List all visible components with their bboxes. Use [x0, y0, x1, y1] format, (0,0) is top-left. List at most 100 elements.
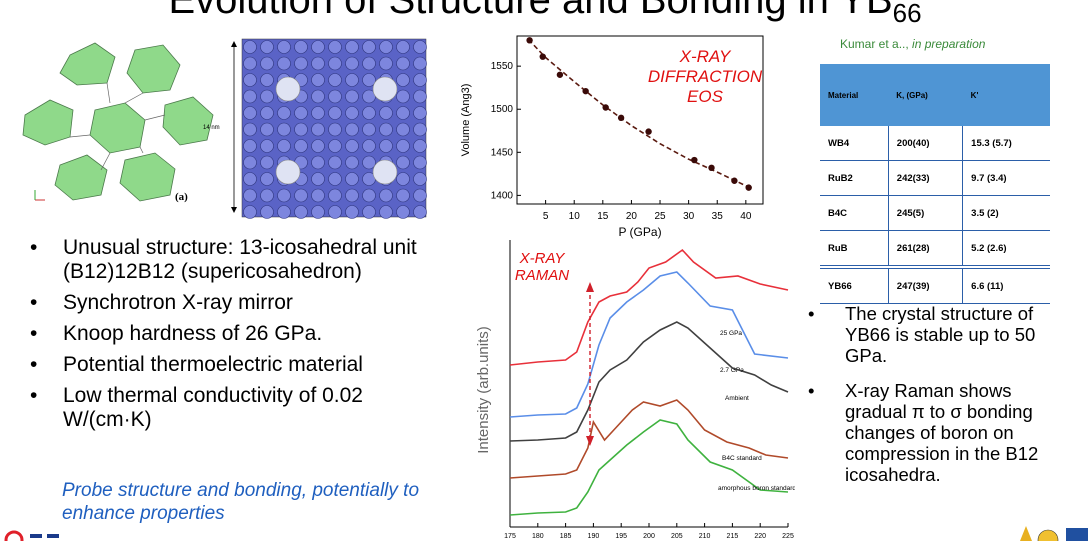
bullet-text: Low thermal conductivity of 0.02 W/(cm·K…: [63, 384, 363, 431]
lattice-cluster: [379, 56, 393, 71]
lattice-cluster: [328, 205, 342, 219]
data-point: [731, 177, 738, 184]
bullet-hardness: • Knoop hardness of 26 GPa.: [30, 322, 450, 346]
table-row: YB66 247(39) 6.6 (11): [820, 267, 1050, 304]
lattice-cluster: [362, 106, 376, 120]
icosahedron-7: [119, 152, 176, 202]
bullet-marker: •: [30, 291, 38, 314]
lattice-cluster: [311, 106, 325, 120]
lattice-cluster: [396, 205, 410, 219]
y-tick-label: 1500: [491, 104, 514, 115]
x-tick-label: 205: [671, 533, 683, 540]
lattice-cluster: [277, 122, 291, 137]
series-label: amorphous boron standard: [718, 485, 795, 492]
lattice-cluster: [413, 188, 427, 203]
lattice-cluster: [413, 40, 427, 54]
lattice-cluster: [396, 106, 410, 120]
lattice-cluster: [362, 205, 376, 219]
lattice-cluster: [277, 106, 291, 120]
lattice-cluster: [328, 172, 342, 186]
lattice-cluster: [396, 73, 410, 87]
lattice-cluster: [396, 172, 410, 186]
series-line: [509, 248, 789, 366]
icosahedron-4: [89, 102, 146, 154]
lattice-cluster: [396, 56, 410, 71]
lattice-cluster: [311, 155, 325, 170]
x-tick-label: 210: [699, 533, 711, 540]
icosahedron-6: [54, 154, 108, 201]
lattice-cluster: [311, 172, 325, 186]
institution-logo: [4, 530, 59, 541]
lattice-cluster: [413, 89, 427, 104]
lattice-cluster: [311, 188, 325, 203]
series-label: B4C standard: [722, 455, 762, 462]
lattice-cluster: [345, 73, 359, 87]
lattice-cluster: [260, 122, 274, 137]
lattice-cluster: [294, 106, 308, 120]
data-point: [582, 87, 589, 95]
lattice-cluster: [362, 40, 376, 54]
lattice-void: [275, 76, 301, 102]
data-point: [617, 114, 625, 122]
cell-k: 247(39): [888, 267, 964, 304]
edge-arrow-head-down: [586, 436, 594, 446]
icosahedron-3: [22, 99, 74, 146]
series-line: [509, 271, 789, 418]
lattice-cluster: [243, 89, 257, 104]
x-tick-label: 215: [727, 533, 739, 540]
lattice-cluster: [243, 73, 257, 87]
bullet-conductivity: • Low thermal conductivity of 0.02 W/(cm·…: [30, 384, 450, 432]
lattice-cluster: [243, 106, 257, 120]
x-tick-label: 5: [543, 211, 549, 222]
cell-material: B4C: [820, 195, 889, 231]
lattice-cluster: [379, 139, 393, 153]
lattice-cluster: [243, 155, 257, 170]
cell-material: WB4: [820, 126, 889, 161]
axes-icon: [34, 190, 45, 201]
bullet-text: Synchrotron X-ray mirror: [63, 291, 293, 314]
x-tick-label: 10: [569, 211, 581, 222]
lattice-cluster: [345, 122, 359, 137]
lattice-cluster: [294, 56, 308, 71]
lattice-cluster: [260, 205, 274, 219]
x-tick-label: 35: [712, 211, 724, 222]
cell-kprime: 6.6 (11): [962, 267, 1050, 304]
probe-statement: Probe structure and bonding, potentially…: [62, 480, 420, 524]
lattice-cluster: [260, 155, 274, 170]
header-k: K, (GPa): [888, 64, 963, 126]
lattice-cluster: [413, 122, 427, 137]
x-tick-label: 200: [643, 533, 655, 540]
lattice-void: [372, 76, 398, 102]
bullet-raman: • X-ray Raman shows gradual π to σ bondin…: [808, 380, 1068, 485]
bullet-thermoelectric: • Potential thermoelectric material: [30, 353, 450, 377]
lattice-cluster: [243, 56, 257, 71]
x-tick-label: 175: [504, 533, 516, 540]
y-tick-label: 1550: [491, 61, 514, 72]
lattice-cluster: [396, 155, 410, 170]
cell-material: RuB: [820, 230, 889, 269]
cell-kprime: 5.2 (2.6): [962, 230, 1050, 269]
lattice-cluster: [379, 188, 393, 203]
lattice-cluster: [396, 139, 410, 153]
credit-author: Kumar et a..,: [840, 37, 913, 51]
cell-material: RuB2: [820, 160, 889, 196]
lattice-cluster: [379, 40, 393, 54]
lattice-cluster: [311, 56, 325, 71]
x-tick-label: 190: [588, 533, 600, 540]
lattice-cluster: [345, 106, 359, 120]
x-tick-label: 15: [597, 211, 609, 222]
cell-kprime: 9.7 (3.4): [962, 160, 1050, 196]
cell-k: 245(5): [888, 195, 964, 231]
x-tick-label: 225: [782, 533, 794, 540]
bulk-modulus-table: Material K, (GPa) K' WB4 200(40) 15.3 (5.7…: [820, 64, 1050, 304]
table-row: RuB2 242(33) 9.7 (3.4): [820, 160, 1050, 196]
lattice-cluster: [362, 56, 376, 71]
bullet-mirror: • Synchrotron X-ray mirror: [30, 291, 450, 315]
lattice-cluster: [328, 89, 342, 104]
bullet-marker: •: [808, 303, 815, 324]
lattice-cluster: [379, 205, 393, 219]
lattice-cluster: [362, 155, 376, 170]
x-tick-label: 185: [560, 533, 572, 540]
header-kprime: K': [962, 64, 1050, 126]
lattice-cluster: [413, 172, 427, 186]
